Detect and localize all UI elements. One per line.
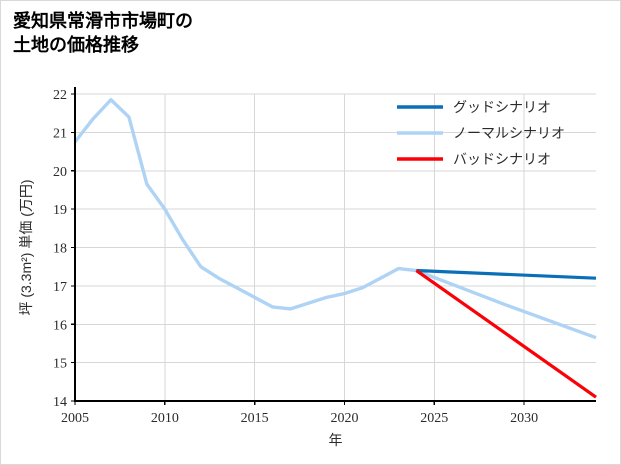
legend-label-2: ノーマルシナリオ xyxy=(453,125,565,141)
x-axis-title: 年 xyxy=(329,432,343,448)
chart-title: 愛知県常滑市市場町の 土地の価格推移 xyxy=(13,11,193,56)
y-tick-label: 19 xyxy=(53,203,67,218)
y-tick-label: 17 xyxy=(53,280,67,295)
y-tick-label: 16 xyxy=(53,318,67,333)
x-tick-label: 2020 xyxy=(330,411,358,426)
x-tick-label: 2005 xyxy=(61,411,89,426)
x-tick-label: 2025 xyxy=(420,411,448,426)
y-tick-label: 18 xyxy=(53,242,67,257)
x-tick-label: 2015 xyxy=(241,411,269,426)
legend-label-3: バッドシナリオ xyxy=(453,151,551,167)
y-tick-label: 21 xyxy=(53,126,67,141)
y-axis-title: 坪 (3.3m²) 単価 (万円) xyxy=(18,179,34,315)
y-tick-label: 22 xyxy=(53,88,67,103)
x-tick-label: 2030 xyxy=(510,411,538,426)
x-tick-label: 2010 xyxy=(151,411,179,426)
y-tick-label: 15 xyxy=(53,357,67,372)
series-line-ノーマルシナリオ xyxy=(73,98,597,340)
y-tick-label: 20 xyxy=(53,165,67,180)
series-line-バッドシナリオ xyxy=(415,269,597,399)
legend-label-1: グッドシナリオ xyxy=(453,99,551,115)
series-line-グッドシナリオ xyxy=(416,268,597,280)
y-tick-label: 14 xyxy=(53,395,67,410)
